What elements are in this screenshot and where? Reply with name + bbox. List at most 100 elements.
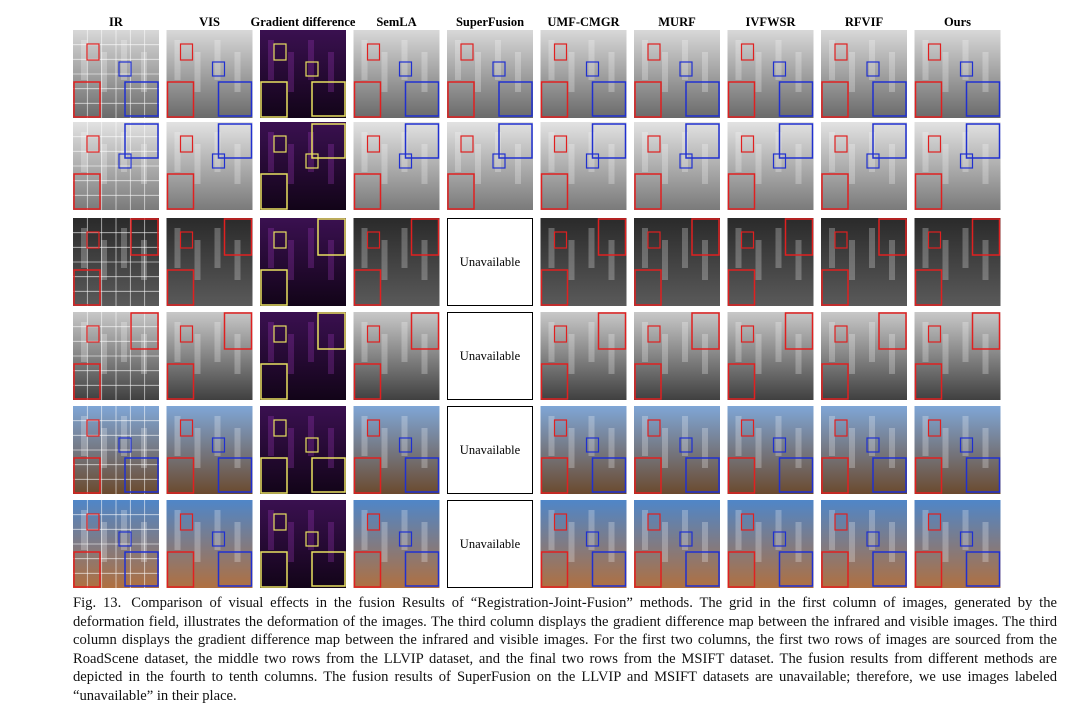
image-detail <box>194 428 201 468</box>
image-detail <box>869 510 875 550</box>
zoom-box <box>398 531 413 547</box>
zoom-box <box>366 325 381 343</box>
image-detail <box>922 40 929 80</box>
image-detail <box>515 144 521 184</box>
image-detail <box>702 334 708 374</box>
zoom-box <box>959 61 974 77</box>
zoom-inset <box>965 551 1001 587</box>
zoom-box <box>772 437 787 453</box>
image-detail <box>568 428 575 468</box>
image-detail <box>308 40 314 80</box>
zoom-box <box>86 135 100 153</box>
zoom-inset <box>727 363 756 400</box>
zoom-inset <box>260 269 288 306</box>
zoom-inset <box>872 551 907 587</box>
column-header: VIS <box>199 15 220 29</box>
zoom-inset <box>878 312 907 350</box>
image-detail <box>141 52 147 92</box>
column-header: UMF-CMGR <box>547 15 620 29</box>
image-detail <box>962 228 969 268</box>
zoom-inset <box>73 81 101 118</box>
image-detail <box>755 240 762 280</box>
zoom-inset <box>914 269 943 306</box>
image-detail <box>421 428 428 468</box>
image-detail <box>735 416 742 456</box>
image-detail <box>568 52 575 92</box>
image-detail <box>942 240 949 280</box>
image-detail <box>121 40 127 80</box>
zoom-inset <box>821 551 849 588</box>
image-detail <box>795 52 802 92</box>
image-detail <box>735 322 742 362</box>
zoom-inset <box>914 551 943 588</box>
image-detail <box>682 132 688 172</box>
image-detail <box>475 144 481 184</box>
image-detail <box>982 52 989 92</box>
image-detail <box>455 40 461 80</box>
zoom-inset <box>685 81 720 117</box>
zoom-box <box>86 513 100 531</box>
image-detail <box>548 322 555 362</box>
image-detail <box>942 52 949 92</box>
image-detail <box>401 228 408 268</box>
image-detail <box>588 132 595 172</box>
image-detail <box>121 416 127 456</box>
zoom-box <box>647 419 661 437</box>
zoom-box <box>211 437 226 453</box>
zoom-inset <box>260 173 288 210</box>
image-detail <box>174 322 181 362</box>
image-detail <box>214 228 221 268</box>
image-detail <box>361 510 368 550</box>
image-detail <box>214 40 221 80</box>
image-detail <box>381 522 388 562</box>
zoom-inset <box>166 81 195 118</box>
zoom-box <box>866 531 880 547</box>
zoom-inset <box>872 81 907 117</box>
column-header: IVFWSR <box>745 15 796 29</box>
zoom-inset <box>260 81 288 118</box>
zoom-box <box>740 419 755 437</box>
image-detail <box>141 334 147 374</box>
zoom-box <box>834 231 848 249</box>
zoom-box <box>305 531 319 547</box>
zoom-inset <box>634 551 662 588</box>
image-detail <box>174 416 181 456</box>
image-detail <box>328 522 334 562</box>
image-detail <box>121 228 127 268</box>
image-detail <box>775 416 782 456</box>
image-detail <box>795 428 802 468</box>
zoom-box <box>772 531 787 547</box>
image-detail <box>475 52 481 92</box>
zoom-inset <box>217 551 253 587</box>
zoom-box <box>179 325 194 343</box>
image-detail <box>268 228 274 268</box>
image-detail <box>829 416 835 456</box>
image-detail <box>869 40 875 80</box>
zoom-box <box>927 135 942 153</box>
zoom-inset <box>353 457 382 494</box>
zoom-inset <box>634 457 662 494</box>
image-detail <box>308 322 314 362</box>
image-detail <box>942 334 949 374</box>
zoom-inset <box>260 551 288 588</box>
zoom-box <box>740 231 755 249</box>
zoom-box <box>959 531 974 547</box>
zoom-inset <box>685 551 720 587</box>
image-detail <box>702 428 708 468</box>
image-detail <box>121 132 127 172</box>
zoom-inset <box>691 312 720 350</box>
zoom-box <box>366 513 381 531</box>
image-detail <box>829 510 835 550</box>
zoom-inset <box>872 457 907 493</box>
zoom-inset <box>965 457 1001 493</box>
zoom-box <box>772 61 787 77</box>
image-detail <box>308 132 314 172</box>
zoom-box <box>740 513 755 531</box>
image-detail <box>288 522 294 562</box>
zoom-inset <box>447 81 475 118</box>
zoom-inset <box>130 218 159 256</box>
zoom-inset <box>410 218 440 256</box>
image-detail <box>889 522 895 562</box>
image-detail <box>682 228 688 268</box>
image-detail <box>702 522 708 562</box>
